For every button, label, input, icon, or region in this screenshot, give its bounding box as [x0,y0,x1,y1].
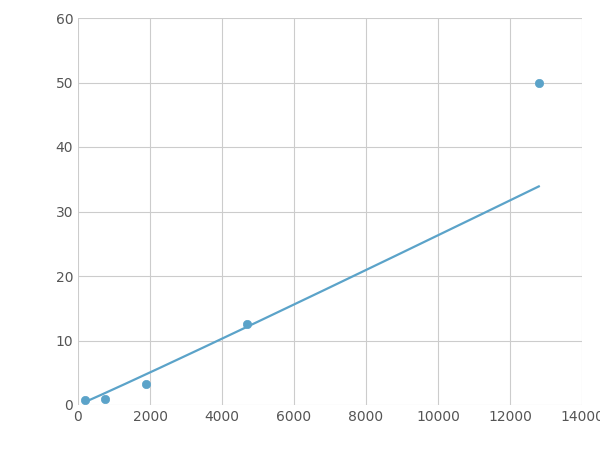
Point [140,381,150,388]
Point [100,395,110,402]
Point [80,396,89,404]
Point [242,321,251,328]
Point [534,79,544,86]
